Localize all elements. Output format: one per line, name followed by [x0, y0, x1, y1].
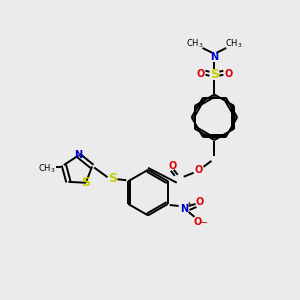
Text: S: S: [210, 68, 219, 81]
Text: S: S: [81, 176, 90, 189]
Text: O: O: [224, 69, 232, 79]
Text: CH$_3$: CH$_3$: [225, 38, 243, 50]
Text: N: N: [181, 204, 189, 214]
Text: O: O: [193, 217, 202, 227]
Text: O: O: [194, 165, 203, 175]
Text: CH$_3$: CH$_3$: [38, 163, 56, 175]
Text: O: O: [195, 197, 204, 207]
Text: S: S: [108, 172, 117, 185]
Text: O: O: [169, 161, 177, 171]
Text: N: N: [210, 52, 218, 62]
Text: +: +: [186, 202, 191, 206]
Text: CH$_3$: CH$_3$: [186, 38, 203, 50]
Text: −: −: [200, 218, 208, 228]
Text: N: N: [74, 151, 83, 160]
Text: O: O: [196, 69, 205, 79]
